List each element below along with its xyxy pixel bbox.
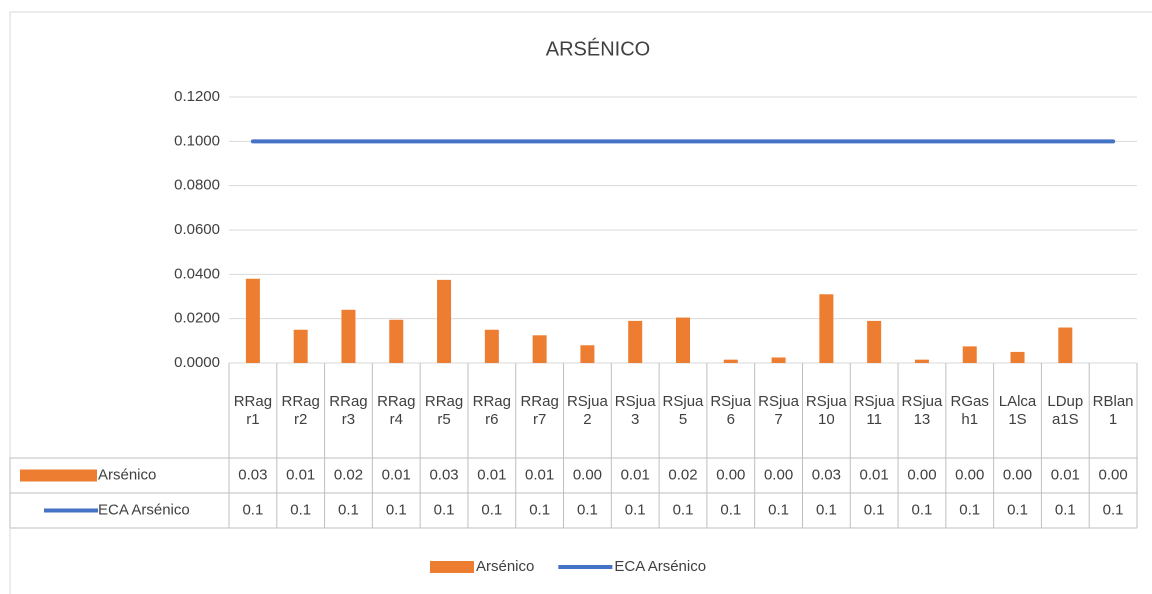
table-value: 0.1 — [768, 501, 789, 518]
table-value: 0.02 — [334, 466, 363, 483]
table-value: 0.1 — [242, 501, 263, 518]
legend-key — [430, 561, 474, 573]
bar — [293, 329, 308, 363]
bar — [867, 320, 882, 363]
table-value: 0.00 — [1099, 466, 1128, 483]
bar — [628, 320, 643, 363]
table-value: 0.1 — [290, 501, 311, 518]
bar — [723, 359, 738, 363]
y-tick-label: 0.0000 — [174, 354, 220, 371]
table-value: 0.1 — [673, 501, 694, 518]
table-value: 0.1 — [864, 501, 885, 518]
table-value: 0.03 — [238, 466, 267, 483]
bar — [676, 317, 690, 363]
x-tick-label: RSjua10 — [805, 392, 847, 428]
bar — [341, 309, 356, 363]
x-tick-label: RRagr5 — [424, 392, 464, 428]
table-value: 0.01 — [860, 466, 889, 483]
table-value: 0.00 — [955, 466, 984, 483]
x-tick-label: RRagr7 — [520, 392, 559, 428]
x-tick-label: RRagr3 — [329, 392, 368, 428]
chart-border — [9, 11, 1152, 594]
y-tick-label: 0.0200 — [174, 310, 220, 327]
bar — [245, 278, 260, 363]
table-row-label: ECA Arsénico — [98, 501, 190, 518]
table-value: 0.01 — [382, 466, 411, 483]
x-tick-label: RSjua7 — [758, 392, 799, 428]
table-value: 0.01 — [1051, 466, 1080, 483]
bar — [437, 279, 452, 363]
x-tick-label: RSjua11 — [853, 392, 895, 428]
x-tick-label: RRagr4 — [377, 392, 416, 428]
x-tick-label: RRagr2 — [281, 392, 320, 428]
table-value: 0.1 — [434, 501, 455, 518]
y-tick-label: 0.1200 — [174, 88, 220, 105]
bar — [1058, 327, 1073, 363]
x-tick-label: LDupa1S — [1047, 392, 1084, 428]
table-value: 0.1 — [577, 501, 598, 518]
table-legend-key — [20, 469, 97, 482]
table-value: 0.00 — [764, 466, 793, 483]
table-value: 0.1 — [338, 501, 359, 518]
x-tick-label: RSjua13 — [901, 392, 943, 428]
y-tick-label: 0.0800 — [174, 177, 220, 194]
x-tick-label: RRagr6 — [472, 392, 511, 428]
x-tick-label: RGash1 — [950, 392, 989, 428]
table-value: 0.1 — [816, 501, 837, 518]
table-row-label: Arsénico — [98, 466, 156, 483]
table-value: 0.1 — [1103, 501, 1124, 518]
legend-label: ECA Arsénico — [614, 558, 706, 575]
bar — [580, 345, 595, 363]
legend-label: Arsénico — [476, 558, 534, 575]
table-value: 0.01 — [621, 466, 650, 483]
x-tick-label: LAlca1S — [998, 392, 1037, 428]
x-tick-label: RBlan1 — [1092, 392, 1134, 428]
table-value: 0.03 — [812, 466, 841, 483]
x-tick-label: RSjua3 — [614, 392, 656, 428]
bar — [484, 329, 499, 363]
x-tick-label: RSjua2 — [566, 392, 608, 428]
table-value: 0.1 — [386, 501, 407, 518]
table-value: 0.1 — [720, 501, 741, 518]
table-value: 0.1 — [481, 501, 502, 518]
x-tick-label: RSjua5 — [662, 392, 704, 428]
table-value: 0.1 — [1007, 501, 1028, 518]
table-value: 0.1 — [912, 501, 933, 518]
table-value: 0.00 — [716, 466, 745, 483]
x-tick-label: RRagr1 — [233, 392, 273, 428]
y-tick-label: 0.0400 — [174, 265, 220, 282]
table-value: 0.1 — [1055, 501, 1076, 518]
y-tick-label: 0.1000 — [174, 132, 220, 149]
table-value: 0.01 — [525, 466, 554, 483]
bar — [819, 294, 834, 363]
y-tick-label: 0.0600 — [174, 221, 220, 238]
bar — [532, 335, 547, 363]
table-value: 0.1 — [529, 501, 550, 518]
chart-title: ARSÉNICO — [546, 37, 650, 60]
table-value: 0.1 — [625, 501, 646, 518]
table-value: 0.1 — [959, 501, 980, 518]
table-value: 0.00 — [907, 466, 936, 483]
bar — [389, 319, 404, 363]
x-tick-label: RSjua6 — [710, 392, 752, 428]
bar — [1010, 351, 1025, 363]
table-value: 0.00 — [1003, 466, 1032, 483]
table-value: 0.01 — [286, 466, 315, 483]
bar — [914, 359, 929, 363]
bar — [962, 346, 977, 363]
bar — [771, 357, 786, 363]
table-value: 0.00 — [573, 466, 602, 483]
table-value: 0.01 — [477, 466, 506, 483]
table-value: 0.02 — [668, 466, 697, 483]
table-value: 0.03 — [429, 466, 458, 483]
